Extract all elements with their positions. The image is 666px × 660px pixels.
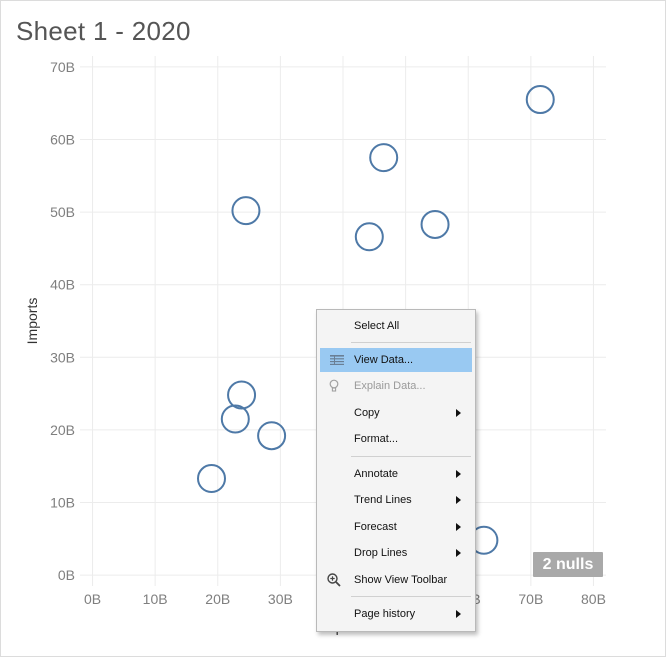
submenu-arrow-icon <box>456 470 461 478</box>
y-tick-label: 60B <box>50 131 75 147</box>
lightbulb-icon <box>326 378 342 394</box>
menu-separator <box>351 456 471 457</box>
submenu-arrow-icon <box>456 409 461 417</box>
menu-item-label: Forecast <box>354 521 397 533</box>
data-point[interactable] <box>220 404 250 434</box>
menu-item-drop-lines[interactable]: Drop Lines <box>317 541 475 565</box>
y-axis-title: Imports <box>24 298 40 345</box>
menu-item-copy[interactable]: Copy <box>317 401 475 425</box>
submenu-arrow-icon <box>456 496 461 504</box>
data-point[interactable] <box>420 209 450 239</box>
x-tick-label: 0B <box>84 591 101 607</box>
x-tick-label: 20B <box>205 591 230 607</box>
menu-item-format[interactable]: Format... <box>317 427 475 451</box>
menu-item-annotate[interactable]: Annotate <box>317 462 475 486</box>
y-tick-label: 10B <box>50 495 75 511</box>
menu-item-label: Explain Data... <box>354 380 426 392</box>
sheet-title: Sheet 1 - 2020 <box>16 16 191 46</box>
y-tick-label: 70B <box>50 59 75 75</box>
submenu-arrow-icon <box>456 549 461 557</box>
data-point[interactable] <box>525 85 555 115</box>
submenu-arrow-icon <box>456 523 461 531</box>
menu-separator <box>351 596 471 597</box>
menu-item-select-all[interactable]: Select All <box>317 314 475 338</box>
menu-item-label: View Data... <box>354 354 414 366</box>
zoom-in-icon <box>326 572 342 588</box>
menu-item-label: Drop Lines <box>354 547 408 559</box>
menu-item-explain-data: Explain Data... <box>317 374 475 398</box>
nulls-indicator[interactable]: 2 nulls <box>533 552 603 577</box>
x-tick-label: 30B <box>268 591 293 607</box>
menu-item-label: Show View Toolbar <box>354 574 448 586</box>
y-tick-label: 30B <box>50 349 75 365</box>
menu-item-label: Select All <box>354 320 400 332</box>
menu-item-trend-lines[interactable]: Trend Lines <box>317 488 475 512</box>
table-icon <box>329 352 345 368</box>
data-point[interactable] <box>231 196 261 226</box>
menu-item-show-view-toolbar[interactable]: Show View Toolbar <box>317 568 475 592</box>
menu-item-label: Page history <box>354 608 416 620</box>
submenu-arrow-icon <box>456 610 461 618</box>
data-point[interactable] <box>227 380 257 410</box>
y-tick-label: 50B <box>50 204 75 220</box>
menu-item-label: Annotate <box>354 468 399 480</box>
y-tick-label: 40B <box>50 277 75 293</box>
menu-item-label: Format... <box>354 433 399 445</box>
x-tick-label: 70B <box>518 591 543 607</box>
menu-item-label: Trend Lines <box>354 494 412 506</box>
x-tick-label: 80B <box>581 591 606 607</box>
menu-item-forecast[interactable]: Forecast <box>317 515 475 539</box>
y-tick-label: 20B <box>50 422 75 438</box>
y-tick-label: 0B <box>58 567 75 583</box>
x-tick-label: 10B <box>143 591 168 607</box>
menu-item-view-data[interactable]: View Data... <box>320 348 472 372</box>
data-point[interactable] <box>354 222 384 252</box>
context-menu: Select All View Data... Explain Data... Cop… <box>316 309 476 632</box>
data-point[interactable] <box>197 464 226 494</box>
menu-item-label: Copy <box>354 407 380 419</box>
data-point[interactable] <box>369 143 399 173</box>
menu-separator <box>351 342 471 343</box>
menu-item-page-history[interactable]: Page history <box>317 602 475 626</box>
data-point[interactable] <box>257 421 287 451</box>
